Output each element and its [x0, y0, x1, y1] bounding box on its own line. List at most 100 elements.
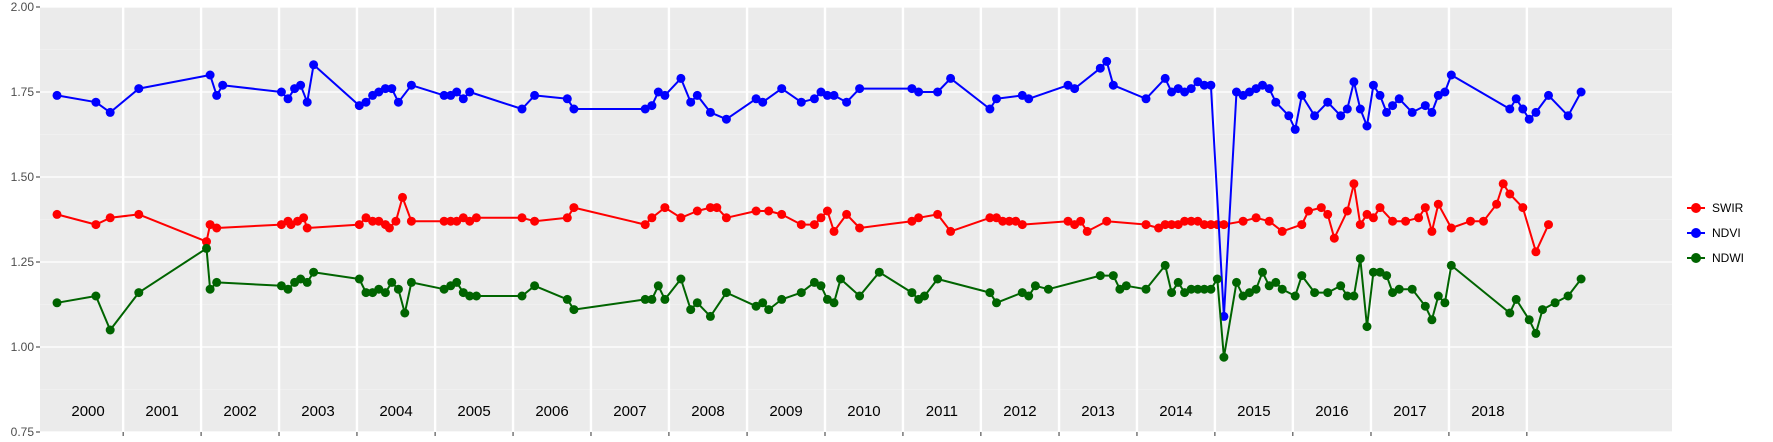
- data-point-swir: [816, 213, 826, 223]
- data-point-ndwi: [764, 305, 774, 315]
- data-point-swir: [384, 223, 394, 233]
- data-point-swir: [1355, 220, 1365, 230]
- data-point-swir: [914, 213, 924, 223]
- data-point-swir: [985, 213, 995, 223]
- data-point-ndwi: [212, 277, 222, 287]
- data-point-ndvi: [647, 101, 657, 111]
- data-point-ndvi: [1563, 111, 1573, 121]
- data-point-ndvi: [777, 84, 787, 94]
- data-point-ndvi: [276, 87, 286, 97]
- data-point-swir: [1186, 216, 1196, 226]
- data-point-ndvi: [380, 84, 390, 94]
- data-point-ndvi: [1349, 77, 1359, 87]
- data-point-swir: [855, 223, 865, 233]
- data-point-ndwi: [1173, 277, 1183, 287]
- data-point-ndvi: [1070, 84, 1080, 94]
- data-point-ndvi: [387, 84, 397, 94]
- data-point-ndwi: [920, 291, 929, 301]
- data-point-ndwi: [1290, 291, 1300, 301]
- data-point-ndvi: [105, 107, 115, 117]
- data-point-ndwi: [1550, 298, 1560, 308]
- data-point-ndwi: [1505, 308, 1515, 318]
- data-point-swir: [465, 216, 475, 226]
- data-point-swir: [676, 213, 686, 223]
- y-axis: 0.75 1.00 1.25 1.50 1.75 2.00: [11, 0, 40, 439]
- year-label: 2007: [613, 403, 646, 420]
- data-point-swir: [1427, 226, 1437, 236]
- data-point-ndwi: [1271, 277, 1281, 287]
- data-point-swir: [1304, 206, 1313, 216]
- data-point-ndwi: [205, 284, 215, 294]
- data-point-ndvi: [829, 90, 839, 100]
- data-point-swir: [1544, 220, 1553, 230]
- year-label: 2012: [1003, 403, 1036, 420]
- year-label: 2015: [1237, 403, 1270, 420]
- legend-label-swir: SWIR: [1712, 201, 1744, 215]
- data-point-ndvi: [1518, 104, 1528, 114]
- data-point-ndwi: [105, 325, 115, 335]
- data-point-ndvi: [1297, 90, 1307, 100]
- data-point-swir: [1076, 216, 1086, 226]
- data-point-ndwi: [985, 288, 995, 298]
- data-point-ndwi: [569, 305, 579, 315]
- data-point-ndvi: [1206, 80, 1216, 90]
- data-point-ndvi: [302, 97, 312, 107]
- data-point-swir: [1238, 216, 1248, 226]
- data-point-swir: [1414, 213, 1424, 223]
- data-point-swir: [907, 216, 917, 226]
- data-point-ndwi: [380, 288, 390, 298]
- data-point-swir: [1141, 220, 1151, 230]
- data-point-ndvi: [809, 94, 819, 104]
- data-point-ndwi: [1427, 315, 1437, 325]
- data-point-ndwi: [660, 294, 670, 304]
- data-point-ndvi: [721, 114, 731, 124]
- data-point-ndwi: [1420, 301, 1430, 311]
- data-point-swir: [1388, 216, 1398, 226]
- data-point-swir: [302, 223, 312, 233]
- data-point-swir: [822, 206, 832, 216]
- data-point-ndwi: [517, 291, 527, 301]
- data-point-swir: [1323, 209, 1333, 219]
- data-point-ndvi: [1362, 121, 1372, 131]
- data-point-ndwi: [1206, 284, 1216, 294]
- data-point-swir: [1219, 220, 1229, 230]
- data-point-ndwi: [1433, 291, 1443, 301]
- year-label: 2002: [223, 403, 256, 420]
- data-point-ndwi: [874, 267, 884, 277]
- data-point-ndwi: [1538, 305, 1547, 315]
- data-point-swir: [202, 237, 211, 247]
- data-point-ndvi: [1394, 94, 1404, 104]
- year-labels: 2000 2001 2002 2003 2004 2005 2006 2007 2008 2009…: [71, 403, 1504, 420]
- year-label: 2005: [457, 403, 490, 420]
- data-point-ndwi: [647, 294, 657, 304]
- data-point-ndvi: [361, 97, 371, 107]
- data-point-ndvi: [1407, 107, 1417, 117]
- data-point-ndwi: [1121, 281, 1131, 291]
- data-point-ndwi: [1251, 284, 1261, 294]
- data-point-swir: [751, 206, 761, 216]
- data-point-ndvi: [758, 97, 768, 107]
- data-point-swir: [1277, 226, 1287, 236]
- data-point-swir: [1368, 213, 1378, 223]
- data-point-swir: [1160, 220, 1170, 230]
- data-point-swir: [1466, 216, 1475, 226]
- data-point-ndwi: [1212, 274, 1222, 284]
- data-point-ndvi: [1284, 111, 1294, 121]
- series: [52, 56, 1586, 362]
- data-point-swir: [712, 203, 722, 213]
- year-label: 2001: [145, 403, 178, 420]
- data-point-ndvi: [1336, 111, 1346, 121]
- data-point-ndwi: [640, 294, 650, 304]
- data-point-swir: [1349, 179, 1359, 189]
- legend-key-marker: [1691, 203, 1701, 213]
- data-point-ndvi: [1511, 94, 1521, 104]
- y-tick-label: 1.25: [11, 255, 35, 269]
- data-point-ndwi: [1108, 271, 1118, 281]
- data-point-ndwi: [1349, 291, 1359, 301]
- data-point-ndwi: [452, 277, 462, 287]
- data-point-ndvi: [686, 97, 696, 107]
- y-tick-label: 0.75: [11, 425, 35, 439]
- data-point-ndvi: [796, 97, 806, 107]
- data-point-swir: [705, 203, 715, 213]
- grid-lines: [40, 6, 1672, 433]
